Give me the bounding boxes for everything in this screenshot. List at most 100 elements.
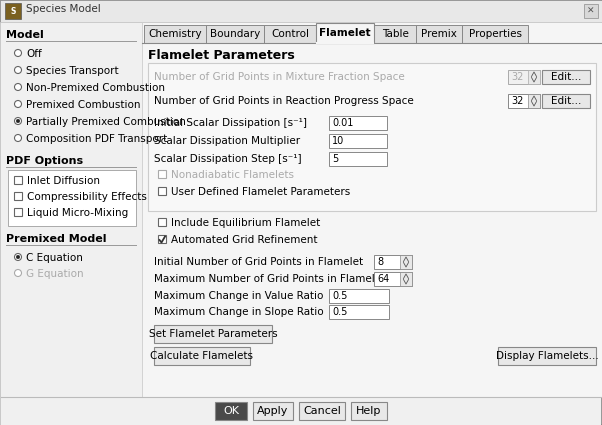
Text: Initial Number of Grid Points in Flamelet: Initial Number of Grid Points in Flamele… (154, 257, 363, 267)
Text: Maximum Number of Grid Points in Flamelet: Maximum Number of Grid Points in Flamele… (154, 274, 385, 284)
Bar (264, 25, 316, 43)
Text: OK: OK (223, 406, 239, 416)
Circle shape (14, 253, 22, 261)
Bar (215, 402, 247, 420)
Bar (158, 235, 166, 243)
Text: Partially Premixed Combustion: Partially Premixed Combustion (26, 117, 186, 127)
Text: Automated Grid Refinement: Automated Grid Refinement (171, 235, 317, 245)
Text: C Equation: C Equation (26, 253, 83, 263)
Text: Maximum Change in Value Ratio: Maximum Change in Value Ratio (154, 291, 323, 301)
Bar (299, 402, 345, 420)
Circle shape (14, 134, 22, 142)
Bar (154, 347, 250, 365)
Text: Premix: Premix (421, 29, 457, 39)
Text: Table: Table (382, 29, 408, 39)
Text: Boundary: Boundary (210, 29, 260, 39)
Bar (8, 170, 136, 226)
Text: Display Flamelets...: Display Flamelets... (495, 351, 598, 361)
Bar (542, 70, 590, 84)
Text: Edit...: Edit... (551, 72, 581, 82)
Circle shape (14, 66, 22, 74)
Text: 64: 64 (377, 274, 389, 284)
Bar (14, 208, 22, 216)
Bar (154, 325, 272, 343)
Text: S: S (10, 6, 16, 15)
Text: Calculate Flamelets: Calculate Flamelets (150, 351, 253, 361)
Text: Apply: Apply (257, 406, 289, 416)
Bar (253, 402, 293, 420)
Bar (542, 94, 590, 108)
Text: ✕: ✕ (587, 6, 595, 15)
Bar (158, 187, 166, 195)
Bar (508, 94, 540, 108)
Text: Flamelet Parameters: Flamelet Parameters (148, 49, 295, 62)
Text: Cancel: Cancel (303, 406, 341, 416)
Text: 32: 32 (511, 96, 523, 106)
Circle shape (16, 119, 20, 123)
Bar (1, 398, 601, 425)
Text: Number of Grid Points in Mixture Fraction Space: Number of Grid Points in Mixture Fractio… (154, 72, 405, 82)
Bar (329, 152, 387, 166)
Bar (508, 70, 540, 84)
Bar (400, 272, 412, 286)
Text: Off: Off (26, 49, 42, 59)
Bar (158, 170, 166, 178)
Bar (142, 22, 602, 397)
Text: Scalar Dissipation Multiplier: Scalar Dissipation Multiplier (154, 136, 300, 146)
Circle shape (14, 83, 22, 91)
Bar (374, 272, 412, 286)
Text: 5: 5 (332, 154, 338, 164)
Bar (144, 25, 206, 43)
Text: Chemistry: Chemistry (148, 29, 202, 39)
Text: Premixed Combustion: Premixed Combustion (26, 100, 140, 110)
Bar (148, 63, 596, 211)
Text: 32: 32 (511, 72, 523, 82)
Bar (329, 134, 387, 148)
Text: G Equation: G Equation (26, 269, 84, 279)
Bar (528, 94, 540, 108)
Text: Include Equilibrium Flamelet: Include Equilibrium Flamelet (171, 218, 320, 228)
Bar (462, 25, 528, 43)
Bar (329, 305, 389, 319)
Text: Species Model: Species Model (26, 4, 101, 14)
Circle shape (14, 117, 22, 125)
Text: PDF Options: PDF Options (6, 156, 83, 166)
Text: Species Transport: Species Transport (26, 66, 119, 76)
Circle shape (14, 269, 22, 277)
Text: Maximum Change in Slope Ratio: Maximum Change in Slope Ratio (154, 307, 324, 317)
Circle shape (14, 49, 22, 57)
Bar (351, 402, 387, 420)
Text: Set Flamelet Parameters: Set Flamelet Parameters (149, 329, 278, 339)
Bar (0, 0, 602, 22)
Text: Properties: Properties (468, 29, 521, 39)
Text: Control: Control (271, 29, 309, 39)
Text: Flamelet: Flamelet (319, 28, 371, 38)
Text: 8: 8 (377, 257, 383, 267)
Text: Model: Model (6, 30, 44, 40)
Text: Edit...: Edit... (551, 96, 581, 106)
Text: Number of Grid Points in Reaction Progress Space: Number of Grid Points in Reaction Progre… (154, 96, 414, 106)
Bar (14, 192, 22, 200)
Text: 10: 10 (332, 136, 344, 146)
Circle shape (14, 100, 22, 108)
Text: 0.5: 0.5 (332, 291, 347, 301)
Bar (416, 25, 462, 43)
Text: 0.01: 0.01 (332, 118, 353, 128)
Bar (329, 289, 389, 303)
Text: Compressibility Effects: Compressibility Effects (27, 192, 147, 202)
Text: Liquid Micro-Mixing: Liquid Micro-Mixing (27, 208, 128, 218)
Text: User Defined Flamelet Parameters: User Defined Flamelet Parameters (171, 187, 350, 197)
Bar (0, 22, 142, 425)
Bar (5, 3, 21, 19)
Bar (316, 23, 374, 43)
Bar (584, 4, 598, 18)
Bar (329, 116, 387, 130)
Text: Scalar Dissipation Step [s⁻¹]: Scalar Dissipation Step [s⁻¹] (154, 154, 302, 164)
Bar (206, 25, 264, 43)
Text: Initial Scalar Dissipation [s⁻¹]: Initial Scalar Dissipation [s⁻¹] (154, 118, 307, 128)
Text: 0.5: 0.5 (332, 307, 347, 317)
Text: Premixed Model: Premixed Model (6, 234, 107, 244)
Bar (374, 255, 412, 269)
Text: Inlet Diffusion: Inlet Diffusion (27, 176, 100, 186)
Bar (14, 176, 22, 184)
